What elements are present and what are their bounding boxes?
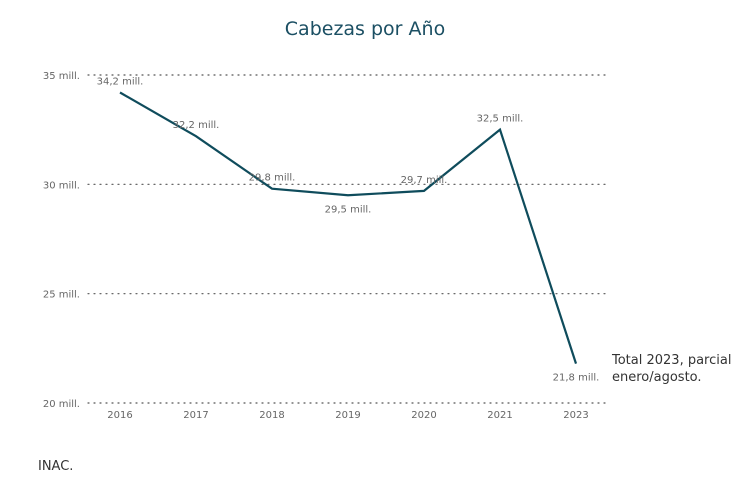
series-line — [119, 91, 578, 364]
x-tick-label: 2020 — [411, 410, 436, 421]
y-tick-label: 35 mill. — [43, 71, 80, 82]
x-tick-label: 2018 — [259, 410, 284, 421]
annotation-2023: Total 2023, parcial enero/agosto. — [612, 353, 732, 385]
chart-title: Cabezas por Año — [284, 18, 446, 40]
x-tick-label: 2021 — [487, 410, 512, 421]
x-tick-label: 2016 — [107, 410, 132, 421]
y-tick-label: 20 mill. — [43, 399, 80, 410]
x-tick-label: 2023 — [563, 410, 588, 421]
source-label: INAC. — [38, 459, 74, 474]
data-label: 29,8 mill. — [249, 173, 296, 184]
data-label: 32,5 mill. — [477, 114, 524, 125]
y-tick-label: 25 mill. — [43, 290, 80, 301]
x-tick-label: 2019 — [335, 410, 360, 421]
x-tick-label: 2017 — [183, 410, 208, 421]
data-label: 21,8 mill. — [553, 373, 600, 384]
data-label: 29,7 mill. — [401, 175, 448, 186]
data-label: 29,5 mill. — [325, 204, 372, 215]
data-label: 34,2 mill. — [97, 76, 144, 87]
data-label: 32,2 mill. — [173, 120, 220, 131]
y-tick-label: 30 mill. — [43, 180, 80, 191]
